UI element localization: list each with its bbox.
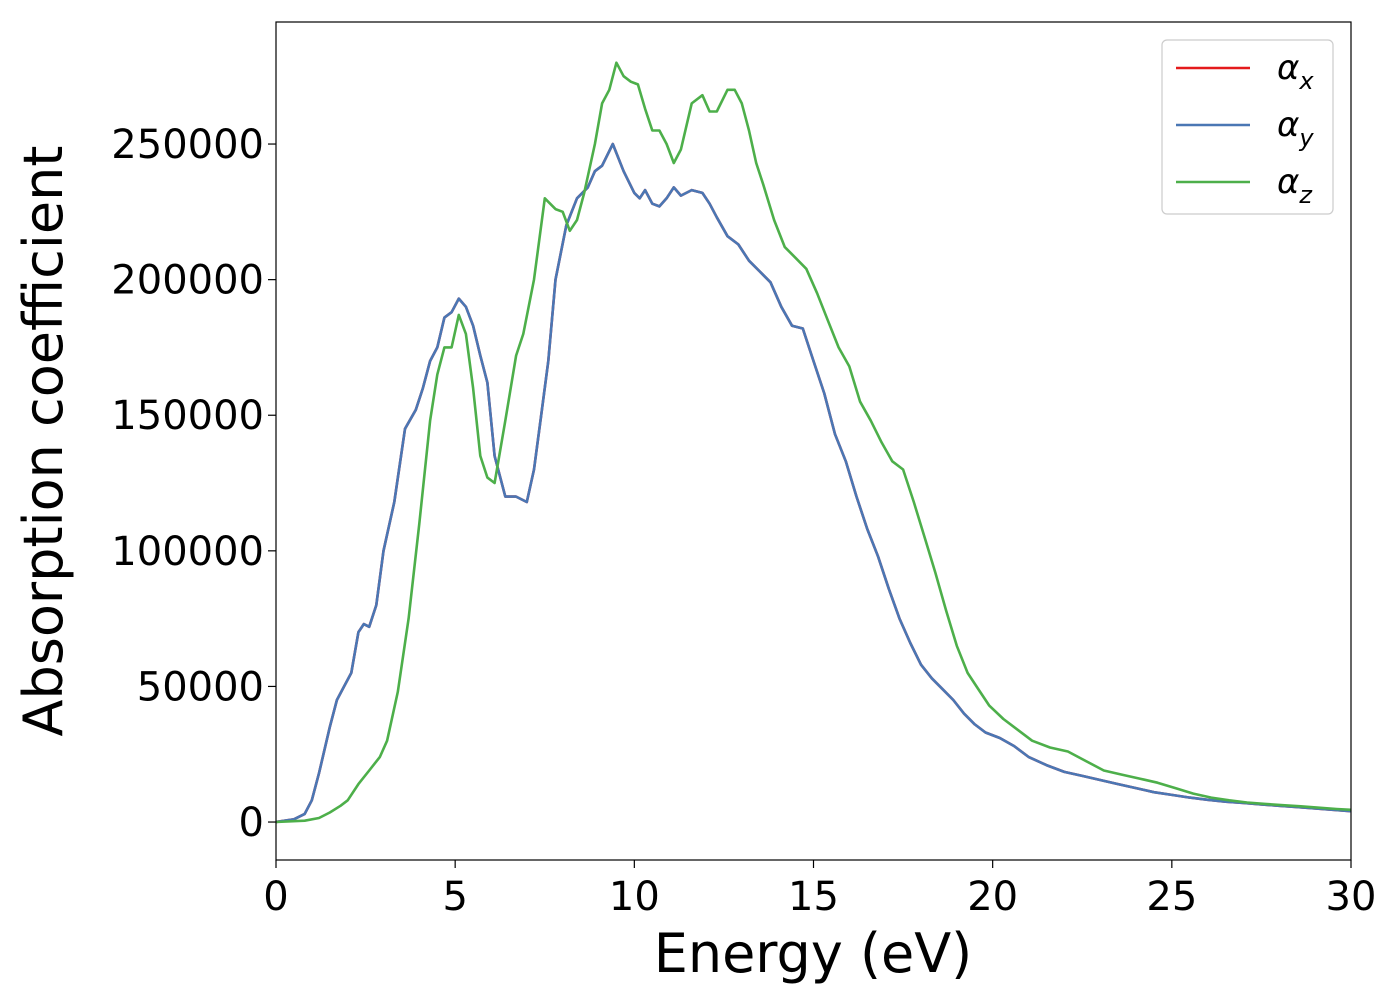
y-tick-label: 200000	[111, 258, 264, 304]
y-tick-label: 250000	[111, 122, 264, 168]
legend-label-x: αx	[1277, 48, 1314, 95]
x-axis-label: Energy (eV)	[654, 922, 973, 985]
legend-symbol: α	[1277, 48, 1299, 88]
series-line-z	[276, 61, 1351, 824]
y-tick-label: 50000	[137, 664, 264, 710]
legend-symbol: α	[1277, 162, 1299, 202]
series-line-x	[276, 142, 1351, 824]
x-tick-label: 15	[788, 874, 839, 920]
y-axis-ticks: 0 50000 100000 150000 200000 250000	[111, 122, 276, 846]
y-axis-label: Absorption coefficient	[12, 146, 75, 737]
x-axis-ticks: 0 5 10 15 20 25 30	[263, 860, 1376, 920]
series-line-y	[276, 142, 1351, 824]
x-tick-label: 25	[1146, 874, 1197, 920]
y-tick-label: 0	[239, 800, 264, 846]
x-tick-label: 0	[263, 874, 288, 920]
legend-subscript: y	[1298, 124, 1314, 152]
x-tick-label: 10	[609, 874, 660, 920]
legend-label-z: αz	[1277, 162, 1313, 209]
legend-box	[1161, 39, 1334, 215]
x-tick-label: 30	[1326, 874, 1377, 920]
y-tick-label: 100000	[111, 529, 264, 575]
x-tick-label: 20	[967, 874, 1018, 920]
legend-label-y: αy	[1277, 105, 1314, 152]
y-tick-label: 150000	[111, 393, 264, 439]
series-layer	[276, 61, 1351, 824]
legend-symbol: α	[1277, 105, 1299, 145]
legend-subscript: x	[1298, 67, 1314, 95]
legend-subscript: z	[1298, 181, 1313, 209]
x-tick-label: 5	[442, 874, 467, 920]
